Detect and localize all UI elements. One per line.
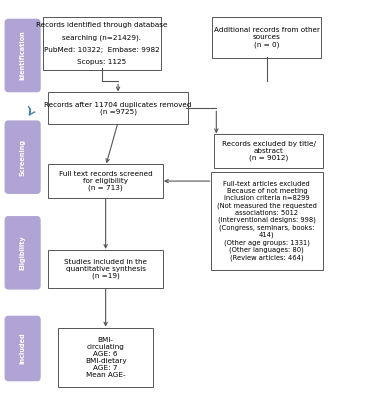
FancyBboxPatch shape <box>5 217 40 289</box>
Text: Records identified through database: Records identified through database <box>36 22 168 28</box>
FancyBboxPatch shape <box>48 92 188 124</box>
Text: Records after 11704 duplicates removed
(n =9725): Records after 11704 duplicates removed (… <box>44 102 192 115</box>
Text: PubMed: 10322;  Embase: 9982: PubMed: 10322; Embase: 9982 <box>44 47 160 53</box>
Text: Screening: Screening <box>20 139 26 176</box>
Text: Full text records screened
for eligibility
(n = 713): Full text records screened for eligibili… <box>59 171 152 191</box>
FancyBboxPatch shape <box>214 134 323 168</box>
Text: Identification: Identification <box>20 31 26 80</box>
FancyBboxPatch shape <box>211 172 323 270</box>
Text: Eligibility: Eligibility <box>20 236 26 270</box>
Text: Studies included in the
quantitative synthesis
(n =19): Studies included in the quantitative syn… <box>64 258 147 279</box>
Text: Additional records from other
sources
(n = 0): Additional records from other sources (n… <box>214 27 320 48</box>
Text: Records excluded by title/
abstract
(n = 9012): Records excluded by title/ abstract (n =… <box>222 141 316 162</box>
Text: Full-text articles excluded
Because of not meeting
inclusion criteria n=8299
(No: Full-text articles excluded Because of n… <box>217 181 317 261</box>
FancyBboxPatch shape <box>43 17 161 70</box>
Text: Included: Included <box>20 333 26 364</box>
FancyBboxPatch shape <box>5 316 40 380</box>
FancyBboxPatch shape <box>213 17 321 58</box>
FancyBboxPatch shape <box>58 328 153 387</box>
FancyBboxPatch shape <box>5 20 40 92</box>
Text: BMI-
circulating
AGE: 6
BMI-dietary
AGE: 7
Mean AGE-: BMI- circulating AGE: 6 BMI-dietary AGE:… <box>85 337 126 378</box>
FancyBboxPatch shape <box>5 121 40 193</box>
Text: Scopus: 1125: Scopus: 1125 <box>77 59 126 65</box>
Text: searching (n=21429).: searching (n=21429). <box>62 34 141 40</box>
FancyBboxPatch shape <box>48 250 163 288</box>
FancyBboxPatch shape <box>48 164 163 198</box>
